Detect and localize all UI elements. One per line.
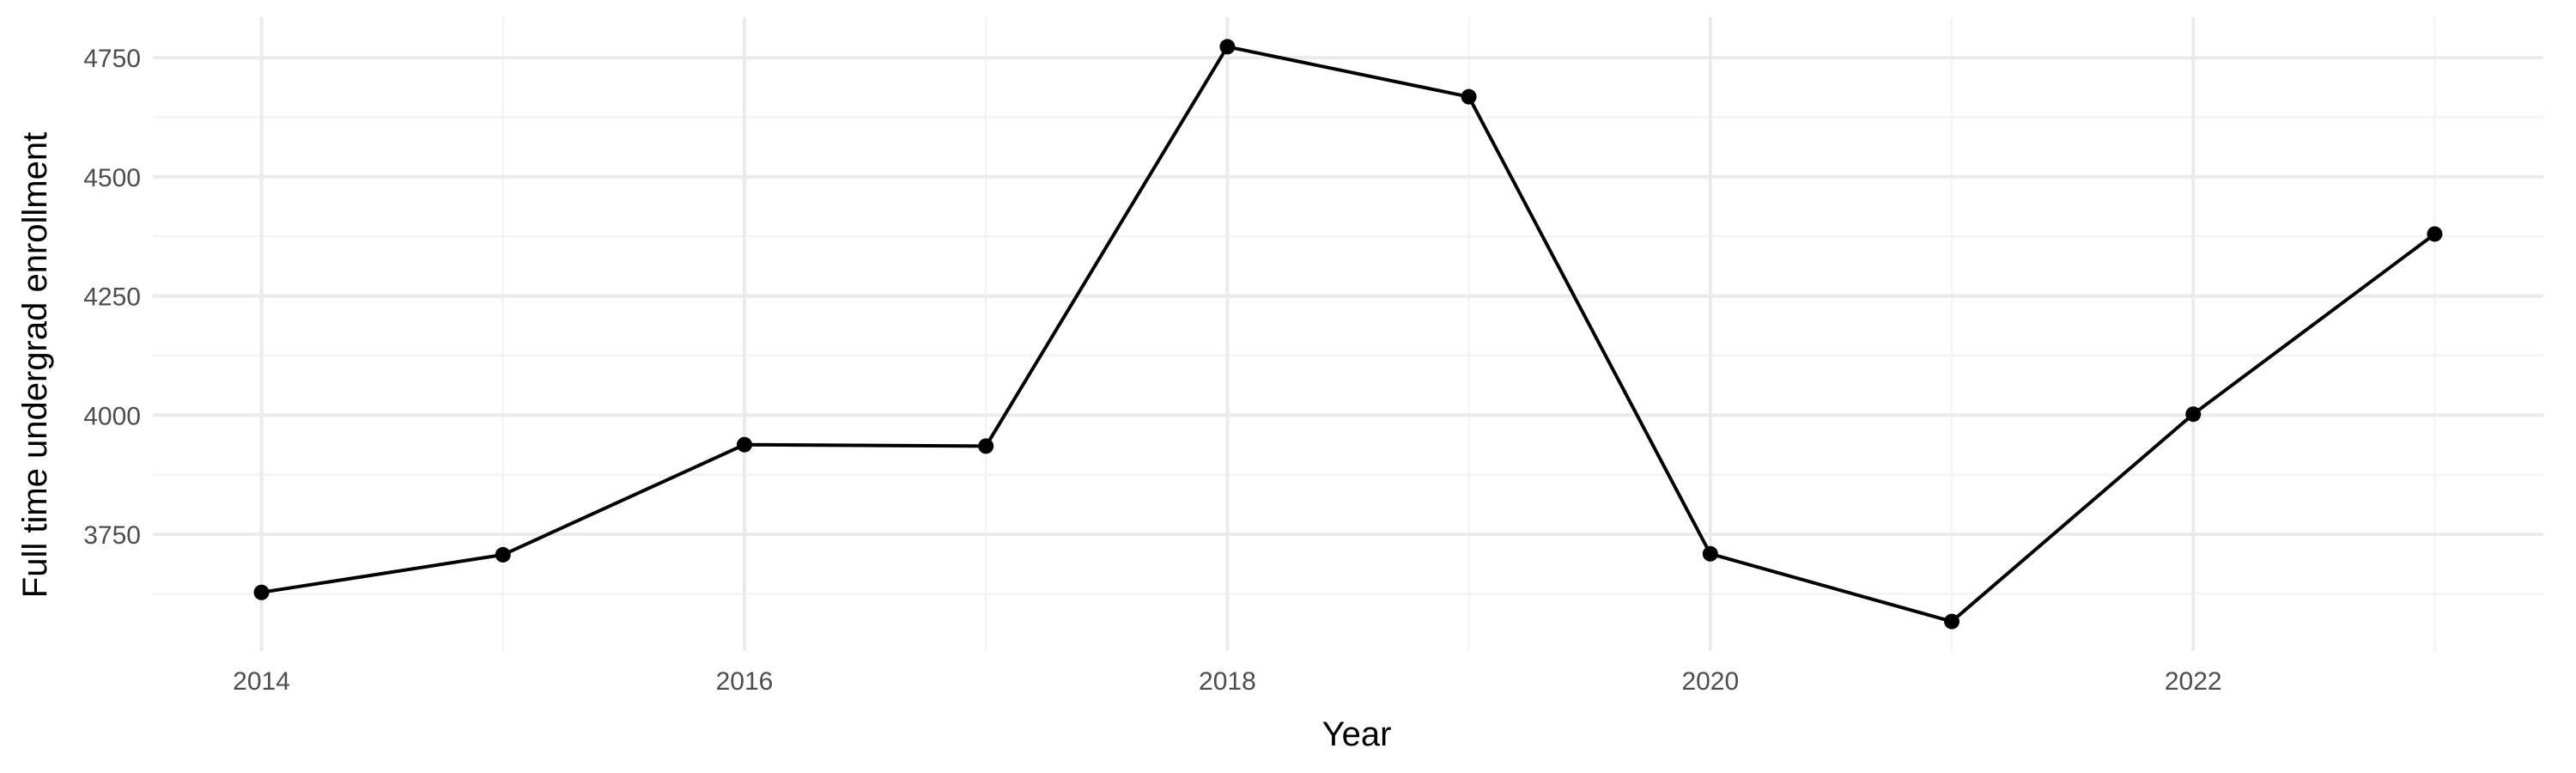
- y-tick-label: 4250: [83, 283, 141, 312]
- data-point: [2427, 226, 2443, 242]
- data-point: [495, 546, 511, 563]
- data-point: [1461, 88, 1477, 105]
- y-tick-label: 4000: [83, 402, 141, 430]
- x-tick-label: 2018: [1199, 667, 1256, 696]
- series-enrollment: [253, 39, 2443, 630]
- data-point: [978, 438, 994, 454]
- data-point: [1944, 613, 1960, 630]
- data-point: [1219, 39, 1236, 55]
- series-line: [259, 45, 2437, 624]
- x-tick-label: 2014: [233, 667, 290, 696]
- y-axis-title: Full time undergrad enrollment: [16, 132, 54, 598]
- y-axis-tick-labels: 3750 4000 4250 4500 4750: [83, 45, 141, 550]
- major-gridlines: [153, 17, 2543, 651]
- data-point: [736, 436, 752, 453]
- x-tick-label: 2020: [1681, 667, 1739, 696]
- y-tick-label: 4500: [83, 164, 141, 192]
- x-tick-label: 2016: [716, 667, 774, 696]
- data-point: [253, 584, 270, 600]
- x-tick-label: 2022: [2165, 667, 2222, 696]
- data-point: [2185, 406, 2202, 423]
- data-point: [1702, 545, 1718, 562]
- y-tick-label: 3750: [83, 521, 141, 550]
- minor-gridlines: [153, 17, 2543, 651]
- y-tick-label: 4750: [83, 45, 141, 73]
- x-axis-tick-labels: 2014 2016 2018 2020 2022: [233, 667, 2221, 696]
- x-axis-title: Year: [1322, 715, 1392, 753]
